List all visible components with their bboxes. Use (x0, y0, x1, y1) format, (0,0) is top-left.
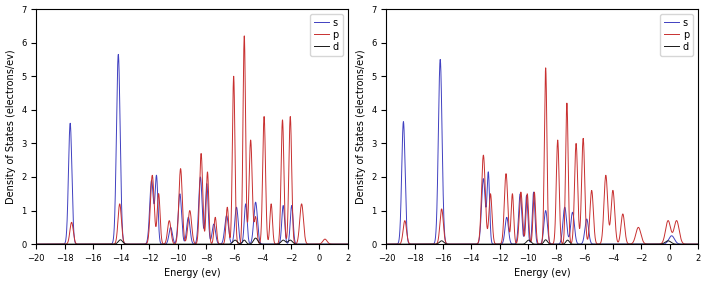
p (495, 243, 503, 246)
s (693, 243, 702, 246)
d (580, 243, 589, 246)
Line: p: p (36, 36, 347, 244)
d (343, 243, 352, 246)
Line: d: d (36, 238, 347, 244)
Line: s: s (386, 59, 698, 244)
Legend: s, p, d: s, p, d (310, 14, 342, 56)
d (32, 243, 40, 246)
s (280, 206, 288, 210)
X-axis label: Energy (ev): Energy (ev) (164, 268, 220, 278)
d (230, 239, 239, 242)
s (114, 53, 123, 56)
p (145, 229, 153, 232)
p (47, 243, 56, 246)
p (398, 236, 407, 239)
s (342, 243, 351, 246)
d (382, 243, 390, 246)
s (216, 242, 225, 246)
p (32, 243, 40, 246)
p (343, 243, 352, 246)
p (542, 66, 550, 70)
s (398, 153, 407, 156)
d (566, 242, 575, 245)
d (47, 243, 56, 246)
d (613, 243, 621, 246)
d (216, 243, 225, 246)
p (580, 163, 589, 166)
p (216, 243, 225, 246)
s (230, 229, 239, 232)
s (616, 243, 625, 246)
d (145, 243, 153, 246)
s (436, 58, 445, 61)
p (280, 157, 288, 160)
d (495, 243, 503, 246)
p (240, 34, 249, 37)
s (32, 243, 40, 246)
s (382, 243, 390, 246)
p (457, 243, 466, 246)
s (263, 243, 271, 246)
p (630, 239, 638, 242)
p (382, 243, 390, 246)
X-axis label: Energy (ev): Energy (ev) (514, 268, 570, 278)
s (343, 243, 352, 246)
s (47, 243, 56, 246)
Line: d: d (386, 240, 698, 244)
Y-axis label: Density of States (electrons/ev): Density of States (electrons/ev) (6, 49, 16, 204)
d (263, 243, 271, 246)
Line: s: s (36, 55, 347, 244)
s (613, 243, 621, 246)
p (613, 239, 621, 243)
d (630, 243, 638, 246)
p (566, 241, 575, 244)
s (580, 232, 589, 235)
Line: p: p (386, 68, 698, 244)
s (145, 219, 153, 222)
s (495, 243, 503, 246)
d (280, 239, 288, 242)
d (542, 238, 550, 241)
p (263, 229, 271, 232)
d (693, 243, 702, 246)
s (630, 243, 638, 246)
s (566, 223, 575, 226)
Legend: s, p, d: s, p, d (660, 14, 693, 56)
d (398, 243, 407, 246)
p (693, 243, 702, 246)
Y-axis label: Density of States (electrons/ev): Density of States (electrons/ev) (356, 49, 366, 204)
p (230, 82, 239, 85)
d (251, 236, 260, 240)
